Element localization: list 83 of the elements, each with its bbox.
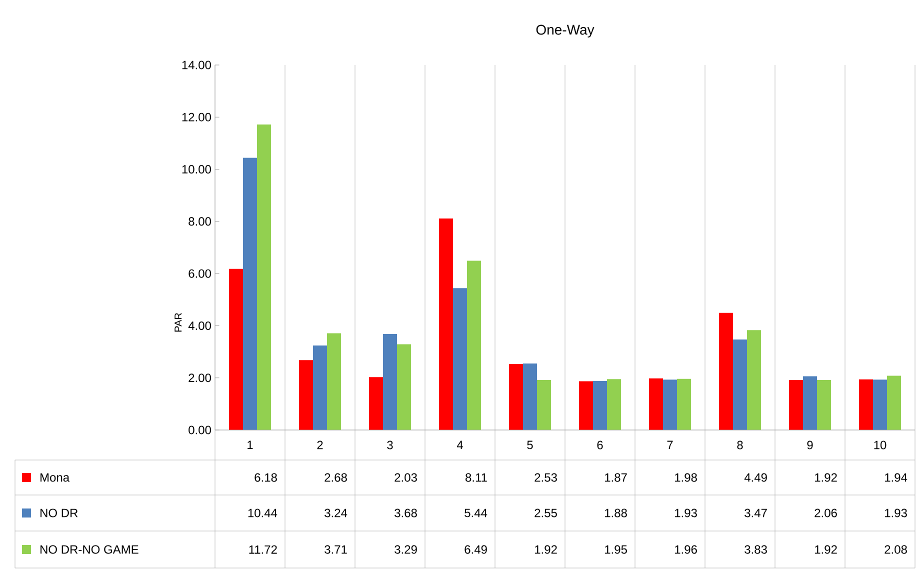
y-tick-label: 2.00 [188,374,212,382]
bar [789,380,804,430]
x-tick-label: 9 [807,440,813,450]
data-label: 10.44 [248,508,278,518]
data-label: 6.49 [464,545,487,554]
bar [369,377,384,430]
data-label: 2.03 [394,473,417,482]
bar [257,124,272,430]
data-label: 3.29 [394,545,417,554]
bar [313,346,328,430]
data-label: 1.87 [605,473,627,482]
x-tick-label: 2 [317,440,323,450]
bar [719,312,734,430]
data-label: 8.11 [466,473,487,482]
bar [747,330,762,430]
x-tick-label: 7 [667,440,673,450]
bar [537,380,551,430]
y-tick-label: 6.00 [188,269,212,278]
bar [523,364,538,430]
data-label: 6.18 [254,473,277,482]
data-label: 1.88 [605,508,627,518]
bar [327,333,342,430]
data-label: 1.93 [885,508,907,518]
data-label: 1.92 [535,545,557,554]
data-label: 1.92 [815,473,837,482]
data-label: 2.55 [534,508,557,518]
y-tick-label: 12.00 [182,112,212,122]
bar [383,334,397,430]
data-label: 3.47 [744,508,767,518]
bar [677,378,692,430]
data-label: 1.93 [675,508,697,518]
bar [649,378,663,430]
y-tick-label: 10.00 [182,165,212,174]
bar [229,268,243,430]
legend-label: NO DR [40,508,78,518]
data-label: 4.49 [744,473,767,482]
data-label: 1.98 [675,473,697,482]
data-label: 11.72 [249,545,277,554]
x-tick-label: 5 [527,440,533,450]
bar [803,376,818,430]
x-tick-label: 3 [387,440,393,450]
bar [593,380,608,430]
x-tick-label: 1 [248,440,253,450]
data-label: 5.44 [464,508,488,518]
data-label: 1.95 [605,545,627,554]
chart-title: One-Way [536,24,594,38]
bar [579,381,594,430]
data-label: 2.06 [814,508,837,518]
bar [509,364,524,430]
bar [873,380,888,430]
bar [467,260,482,430]
y-tick-label: 0.00 [188,426,212,434]
bar [733,340,748,430]
bar [453,288,467,430]
data-label: 3.68 [394,508,417,518]
y-tick-label: 4.00 [188,321,212,330]
bar [817,380,832,430]
y-axis-title: PAR [174,313,182,332]
x-tick-label: 6 [597,440,603,450]
bar [607,379,622,430]
data-label: 3.71 [324,545,347,554]
data-label: 1.96 [675,545,697,554]
x-tick-label: 4 [456,440,463,450]
bar [887,376,902,430]
bar [439,218,454,430]
data-label: 1.94 [885,473,908,482]
data-label: 2.08 [884,545,907,554]
data-label: 2.68 [324,473,347,482]
legend-label: NO DR-NO GAME [40,545,138,554]
x-tick-label: 10 [874,440,886,450]
y-tick-label: 14.00 [182,60,212,70]
bar [243,158,258,430]
bar [397,344,412,430]
bar [859,379,874,430]
x-tick-label: 8 [737,440,743,450]
data-label: 1.92 [815,545,837,554]
bar [663,380,678,430]
data-label: 3.83 [744,545,767,554]
data-label: 2.53 [534,473,557,482]
y-tick-label: 8.00 [188,217,212,226]
data-label: 3.24 [324,508,348,518]
bar [299,360,313,430]
legend-label: Mona [40,473,70,482]
